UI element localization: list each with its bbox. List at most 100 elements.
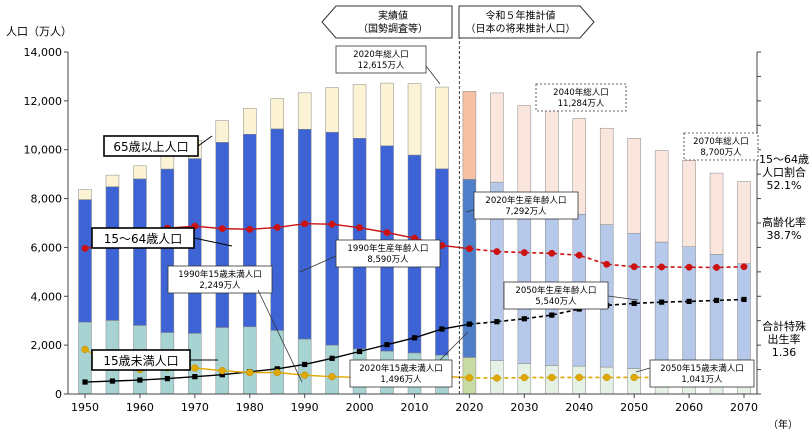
callout-working-1990-leader bbox=[299, 255, 337, 273]
fertility-line-point bbox=[465, 374, 474, 382]
x-tick-label: 2020 bbox=[455, 401, 483, 414]
x-tick-label: 2010 bbox=[401, 401, 429, 414]
callout-child-2020-leader bbox=[439, 331, 469, 361]
bar-elder-1955 bbox=[105, 174, 120, 187]
ratio-line-point bbox=[685, 263, 693, 271]
callout-child-2050-leader bbox=[635, 367, 651, 373]
right-label-aging: 高齢化率 bbox=[762, 215, 806, 229]
callout-working-2020-text: 7,292万人 bbox=[505, 207, 547, 217]
bar-elder-2000 bbox=[352, 84, 367, 139]
callout-total-2040-text: 2040年総人口 bbox=[553, 87, 609, 98]
bar-elder-2005 bbox=[380, 82, 394, 147]
y-tick-label: 6,000 bbox=[31, 241, 63, 254]
x-tick-label: 2050 bbox=[620, 401, 648, 414]
ratio-line-point bbox=[81, 244, 89, 252]
fertility-line-point bbox=[630, 373, 638, 382]
callout-child-1990-text: 2,249万人 bbox=[199, 281, 241, 291]
callout-working-2050-leader bbox=[607, 295, 639, 301]
bar-working-1950 bbox=[78, 199, 92, 323]
bar-elder-1950 bbox=[78, 189, 92, 200]
aging-line-point bbox=[329, 355, 335, 361]
aging-line-point bbox=[192, 374, 198, 380]
bar-child-2050 bbox=[627, 368, 641, 395]
aging-line-point bbox=[494, 319, 500, 325]
bar-working-1965 bbox=[160, 168, 175, 333]
bar-elder-1995 bbox=[325, 87, 339, 133]
bar-elder-2015 bbox=[435, 86, 449, 170]
header-actual-arrow-text: （国勢調査等） bbox=[358, 22, 428, 35]
callout-child-2020-text: 1,496万人 bbox=[380, 375, 422, 385]
callout-total-2040-text: 11,284万人 bbox=[558, 99, 605, 109]
ratio-line-point bbox=[356, 224, 364, 232]
aging-line-point bbox=[109, 378, 116, 384]
fertility-line-point bbox=[81, 345, 89, 354]
fertility-line-point bbox=[520, 373, 528, 382]
bar-child-1975 bbox=[215, 327, 230, 395]
bar-elder-1980 bbox=[243, 107, 257, 135]
callout-total-2020-text: 12,615万人 bbox=[358, 61, 405, 71]
callout-child-1990-text: 1990年15歳未満人口 bbox=[178, 269, 261, 280]
callout-child-1990-box bbox=[167, 265, 273, 294]
y-tick-label: 0 bbox=[55, 388, 62, 401]
ratio-line-point bbox=[630, 263, 638, 271]
callout-total-2070-text: 8,700万人 bbox=[700, 148, 742, 158]
ratio-line-point bbox=[328, 220, 336, 228]
ratio-line-point bbox=[465, 245, 473, 253]
header-projection-arrow-text: （日本の将来推計人口） bbox=[466, 22, 576, 35]
callout-working-2020-box bbox=[473, 191, 579, 220]
bar-elder-2020 bbox=[462, 91, 477, 180]
bar-working-1990 bbox=[297, 128, 312, 340]
ratio-line-point bbox=[548, 249, 556, 257]
bar-working-2030 bbox=[517, 195, 532, 364]
aging-line-point bbox=[631, 300, 637, 306]
bar-child-1995 bbox=[325, 344, 339, 395]
ratio-line-point bbox=[603, 260, 611, 268]
bar-working-1995 bbox=[325, 131, 339, 346]
aging-line-point bbox=[439, 326, 445, 332]
ratio-line-point bbox=[575, 251, 583, 259]
legend-elder-leader bbox=[197, 135, 213, 147]
right-label-fertility: 出生率 bbox=[768, 332, 801, 346]
x-tick-label: 1970 bbox=[181, 401, 209, 414]
x-tick-label: 2060 bbox=[675, 401, 703, 414]
bar-elder-1990 bbox=[297, 92, 312, 130]
aging-line-point bbox=[686, 298, 692, 305]
x-tick-label: 2070 bbox=[730, 401, 758, 414]
ratio-line-point bbox=[218, 225, 226, 233]
right-label-fertility: 1.36 bbox=[772, 346, 797, 359]
fertility-line-point bbox=[191, 364, 199, 372]
header-projection-arrow bbox=[458, 5, 595, 39]
callout-working-1990-text: 8,590万人 bbox=[367, 255, 409, 265]
callout-total-2070-box bbox=[683, 132, 759, 161]
y-tick-label: 8,000 bbox=[31, 193, 63, 206]
bar-working-1955 bbox=[105, 186, 120, 321]
ratio-line-projected bbox=[469, 247, 745, 269]
ratio-line-point bbox=[493, 248, 501, 256]
header-projection-arrow-text: 令和５年推計値 bbox=[486, 9, 556, 22]
header-actual-arrow bbox=[321, 5, 453, 39]
legend-working-text: 15～64歳人口 bbox=[104, 232, 183, 246]
callout-total-2070-text: 2070年総人口 bbox=[693, 136, 749, 147]
bar-elder-1960 bbox=[133, 165, 147, 180]
bar-elder-2065 bbox=[709, 172, 724, 255]
aging-line-point bbox=[274, 366, 280, 372]
aging-line-point bbox=[466, 321, 473, 327]
aging-line-point bbox=[741, 296, 747, 303]
x-tick-label: 1990 bbox=[291, 401, 319, 414]
ratio-line-point bbox=[658, 263, 666, 271]
bar-working-2070 bbox=[737, 263, 751, 375]
header-actual-arrow-text: 実績値 bbox=[378, 9, 408, 22]
bar-elder-2045 bbox=[599, 127, 614, 225]
callout-working-2050-text: 5,540万人 bbox=[535, 297, 577, 307]
callout-working-2020-leader bbox=[465, 209, 475, 213]
x-tick-label: 1980 bbox=[236, 401, 264, 414]
fertility-line-point bbox=[218, 367, 226, 375]
fertility-line-point bbox=[246, 368, 254, 377]
aging-line-point bbox=[384, 342, 390, 348]
callout-total-2020-leader bbox=[425, 65, 441, 85]
bar-working-1975 bbox=[215, 142, 230, 328]
ratio-line-point bbox=[520, 249, 528, 257]
fertility-line-point bbox=[548, 373, 556, 382]
bar-elder-2050 bbox=[627, 138, 641, 234]
